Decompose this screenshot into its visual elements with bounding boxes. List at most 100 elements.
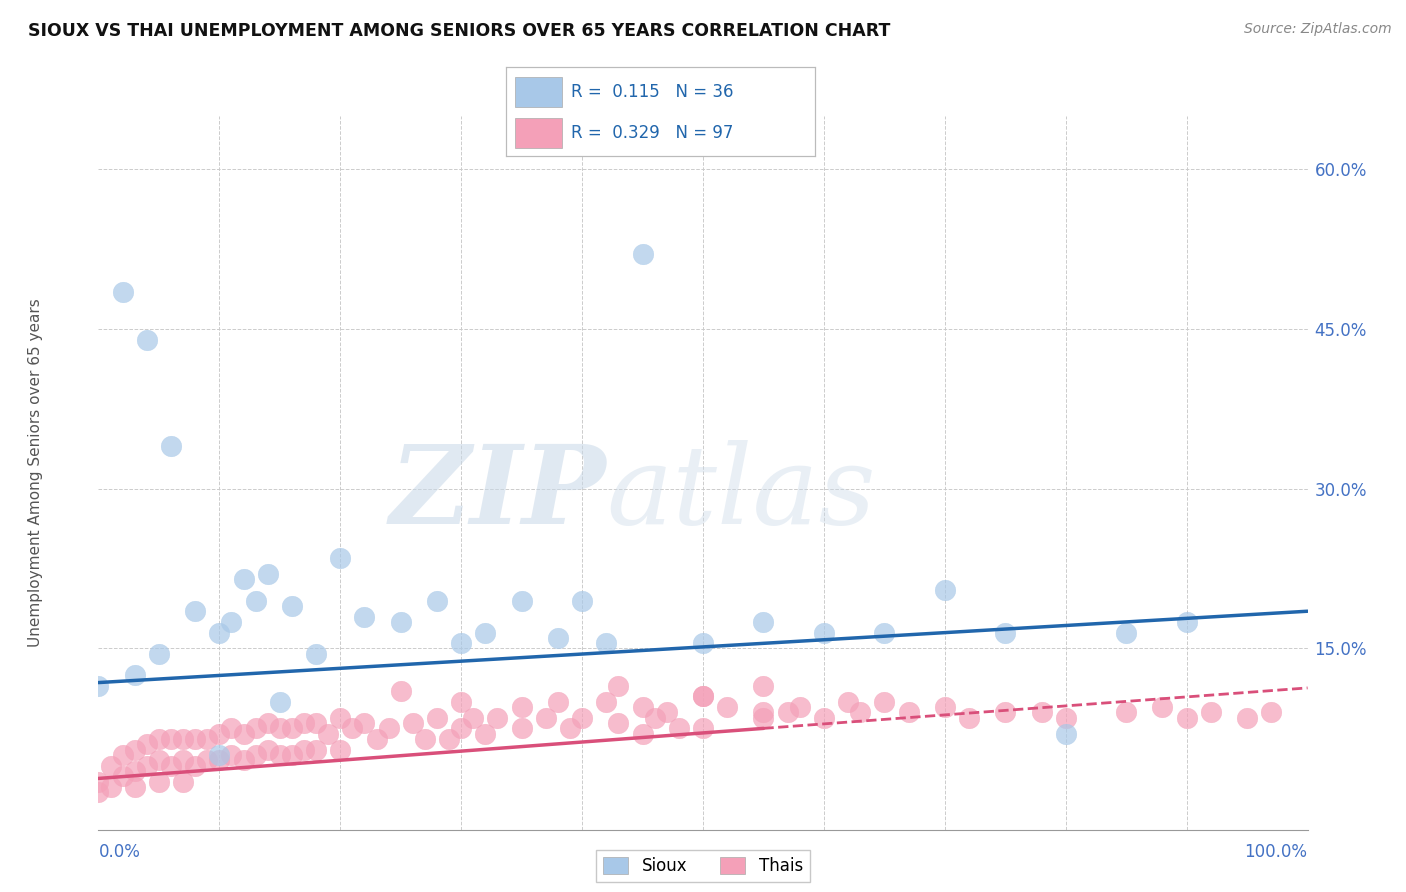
- Point: [232, 572, 254, 586]
- Point: [389, 684, 412, 698]
- Point: [437, 732, 460, 747]
- Point: [342, 722, 364, 736]
- Point: [195, 753, 218, 767]
- Point: [184, 604, 207, 618]
- Point: [184, 758, 207, 772]
- Point: [172, 732, 194, 747]
- Point: [1260, 706, 1282, 720]
- Point: [631, 700, 654, 714]
- Point: [510, 593, 533, 607]
- Point: [87, 774, 110, 789]
- Point: [873, 695, 896, 709]
- Point: [450, 636, 472, 650]
- Point: [1199, 706, 1222, 720]
- Point: [450, 695, 472, 709]
- Text: 100.0%: 100.0%: [1244, 843, 1308, 861]
- FancyBboxPatch shape: [516, 118, 562, 148]
- Point: [752, 706, 775, 720]
- Point: [752, 711, 775, 725]
- Point: [837, 695, 859, 709]
- Point: [208, 753, 231, 767]
- Point: [124, 742, 146, 756]
- Point: [221, 747, 243, 762]
- Point: [172, 774, 194, 789]
- Point: [426, 593, 449, 607]
- Point: [135, 333, 157, 347]
- Point: [692, 636, 714, 650]
- Point: [281, 747, 304, 762]
- Point: [1236, 711, 1258, 725]
- Point: [934, 582, 956, 597]
- Point: [474, 625, 496, 640]
- Point: [87, 679, 110, 693]
- Point: [195, 732, 218, 747]
- Point: [934, 700, 956, 714]
- Text: atlas: atlas: [606, 441, 876, 548]
- Point: [776, 706, 799, 720]
- Legend: Sioux, Thais: Sioux, Thais: [596, 850, 810, 882]
- Point: [316, 727, 339, 741]
- Point: [426, 711, 449, 725]
- Point: [474, 727, 496, 741]
- Point: [160, 439, 183, 453]
- Point: [644, 711, 666, 725]
- Point: [124, 764, 146, 778]
- Point: [208, 625, 231, 640]
- Point: [692, 690, 714, 704]
- Point: [292, 742, 315, 756]
- Point: [547, 695, 569, 709]
- Point: [87, 785, 110, 799]
- Point: [595, 695, 617, 709]
- Point: [558, 722, 581, 736]
- Point: [292, 716, 315, 731]
- Point: [1115, 706, 1137, 720]
- Point: [957, 711, 980, 725]
- Point: [221, 615, 243, 629]
- Point: [148, 753, 170, 767]
- Point: [111, 285, 134, 299]
- Point: [510, 700, 533, 714]
- Point: [281, 722, 304, 736]
- Point: [256, 716, 278, 731]
- Text: R =  0.115   N = 36: R = 0.115 N = 36: [571, 83, 734, 101]
- Point: [655, 706, 678, 720]
- Point: [269, 722, 291, 736]
- Point: [510, 722, 533, 736]
- Point: [148, 647, 170, 661]
- Point: [184, 732, 207, 747]
- Point: [1175, 711, 1198, 725]
- Point: [389, 615, 412, 629]
- Point: [994, 706, 1017, 720]
- Point: [571, 711, 593, 725]
- Point: [716, 700, 738, 714]
- Point: [100, 758, 122, 772]
- Point: [124, 668, 146, 682]
- Point: [897, 706, 920, 720]
- Point: [450, 722, 472, 736]
- Point: [100, 780, 122, 794]
- Point: [329, 551, 352, 566]
- Text: 0.0%: 0.0%: [98, 843, 141, 861]
- FancyBboxPatch shape: [516, 77, 562, 107]
- Text: R =  0.329   N = 97: R = 0.329 N = 97: [571, 124, 734, 142]
- Point: [245, 747, 267, 762]
- Point: [1175, 615, 1198, 629]
- Point: [245, 722, 267, 736]
- Point: [534, 711, 557, 725]
- Point: [111, 747, 134, 762]
- Point: [1152, 700, 1174, 714]
- Point: [281, 599, 304, 613]
- Text: Unemployment Among Seniors over 65 years: Unemployment Among Seniors over 65 years: [28, 299, 42, 647]
- Point: [208, 727, 231, 741]
- Point: [463, 711, 485, 725]
- Point: [135, 758, 157, 772]
- Point: [692, 690, 714, 704]
- Point: [547, 631, 569, 645]
- Point: [1054, 711, 1077, 725]
- Point: [813, 625, 835, 640]
- Point: [148, 732, 170, 747]
- Text: Source: ZipAtlas.com: Source: ZipAtlas.com: [1244, 22, 1392, 37]
- Point: [849, 706, 872, 720]
- Point: [160, 758, 183, 772]
- Point: [1054, 727, 1077, 741]
